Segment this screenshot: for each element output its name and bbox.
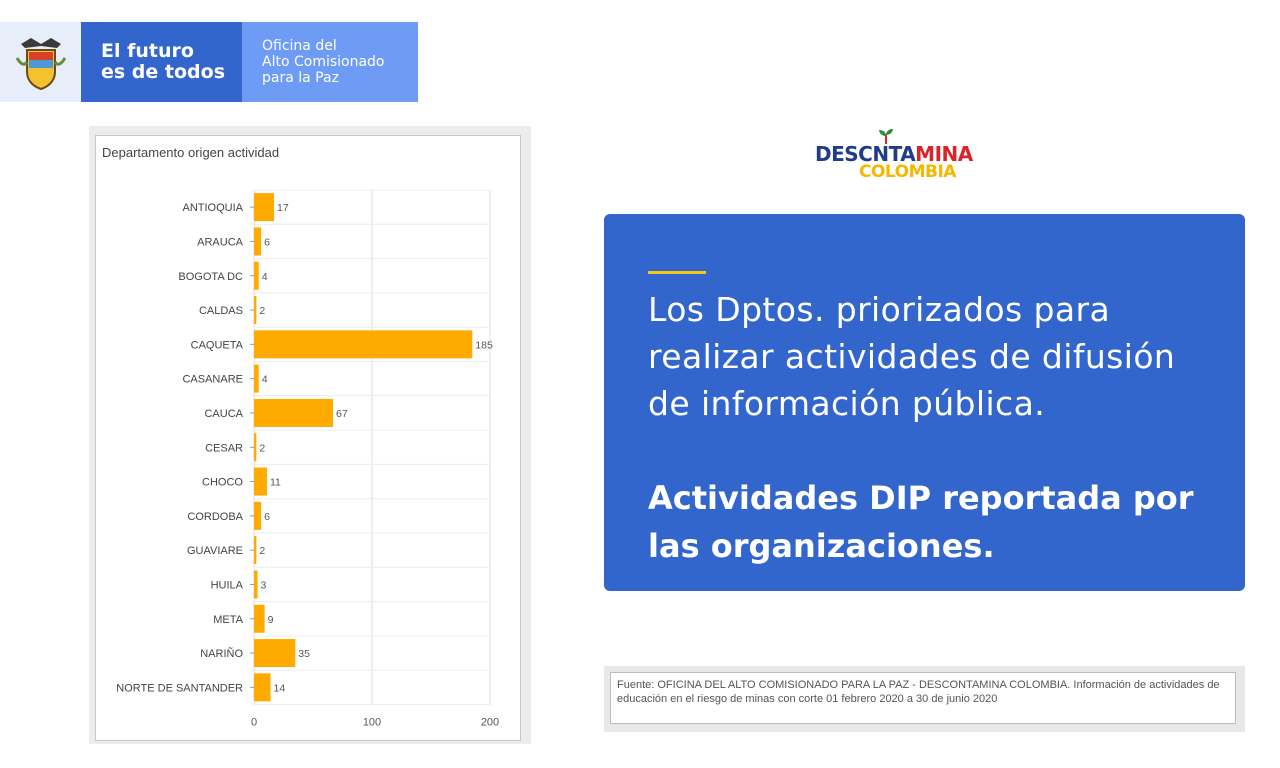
bar (254, 296, 257, 325)
x-tick-label: 200 (481, 717, 499, 729)
value-label: 2 (259, 545, 265, 557)
value-label: 2 (259, 305, 265, 317)
x-tick-label: 0 (251, 717, 257, 729)
value-label: 14 (274, 682, 286, 694)
bar (254, 330, 473, 359)
bar (254, 193, 275, 222)
bar (254, 570, 258, 599)
category-label: CHOCO (202, 477, 243, 489)
bar (254, 673, 271, 702)
value-label: 4 (262, 374, 268, 386)
slogan-line: es de todos (101, 61, 226, 83)
slogan-block: El futuro es de todos (81, 22, 242, 102)
office-line: Alto Comisionado (262, 54, 385, 70)
value-label: 4 (262, 271, 268, 283)
bar (254, 433, 257, 462)
source-panel: Fuente: OFICINA DEL ALTO COMISIONADO PAR… (604, 666, 1245, 732)
category-label: META (213, 614, 243, 626)
value-label: 9 (268, 614, 274, 626)
coat-of-arms-icon (0, 22, 81, 102)
sprout-icon (879, 129, 893, 144)
value-label: 35 (298, 648, 310, 660)
bar (254, 536, 257, 565)
value-label: 6 (264, 511, 270, 523)
category-label: NORTE DE SANTANDER (116, 682, 243, 694)
category-label: GUAVIARE (187, 545, 243, 557)
value-label: 3 (261, 579, 267, 591)
value-label: 67 (336, 408, 348, 420)
bar (254, 398, 334, 427)
source-note: Fuente: OFICINA DEL ALTO COMISIONADO PAR… (610, 672, 1236, 724)
chart-title: Departamento origen actividad (102, 145, 280, 160)
value-label: 6 (264, 236, 270, 248)
bar (254, 467, 267, 496)
office-block: Oficina del Alto Comisionado para la Paz (242, 22, 418, 102)
x-tick-label: 100 (363, 717, 381, 729)
category-label: CASANARE (182, 374, 243, 386)
bar (254, 364, 259, 393)
category-label: CAQUETA (191, 339, 244, 351)
category-label: BOGOTA DC (178, 271, 243, 283)
bar (254, 501, 262, 530)
category-label: NARIÑO (200, 647, 243, 660)
category-label: CAUCA (204, 408, 243, 420)
bar (254, 261, 259, 290)
value-label: 185 (475, 339, 493, 351)
slogan-line: El futuro (101, 40, 194, 62)
category-label: CESAR (205, 442, 243, 454)
logo-line1: DESCNTAMINA (815, 142, 973, 166)
category-label: CALDAS (199, 305, 243, 317)
bar-chart: ANTIOQUIA 17 ARAUCA 6 BOGOTA DC 4 CALDAS 2 CAQUE… (116, 189, 499, 729)
bar (254, 604, 265, 633)
header-banner: El futuro es de todos Oficina del Alto C… (0, 22, 418, 102)
value-label: 11 (270, 477, 281, 489)
accent-line (648, 271, 706, 274)
chart-panel: Departamento origen actividad ANTIOQUIA 1… (89, 126, 531, 744)
value-label: 17 (277, 202, 289, 214)
category-label: HUILA (211, 579, 244, 591)
bar (254, 227, 262, 256)
message-highlight: Actividades DIP reportada por las organi… (648, 479, 1194, 565)
descontamina-logo: DESCNTAMINA COLOMBIA (815, 128, 1005, 184)
logo-line2: COLOMBIA (859, 162, 956, 182)
message-paragraph: Los Dptos. priorizados para realizar act… (648, 290, 1176, 423)
message-box: Los Dptos. priorizados para realizar act… (604, 214, 1245, 591)
bar (254, 639, 296, 668)
category-label: ANTIOQUIA (182, 202, 243, 214)
category-label: CORDOBA (187, 511, 243, 523)
office-line: Oficina del (262, 38, 337, 54)
category-label: ARAUCA (197, 236, 244, 248)
value-label: 2 (259, 442, 265, 454)
office-line: para la Paz (262, 70, 339, 86)
chart-card: Departamento origen actividad ANTIOQUIA 1… (95, 135, 521, 741)
